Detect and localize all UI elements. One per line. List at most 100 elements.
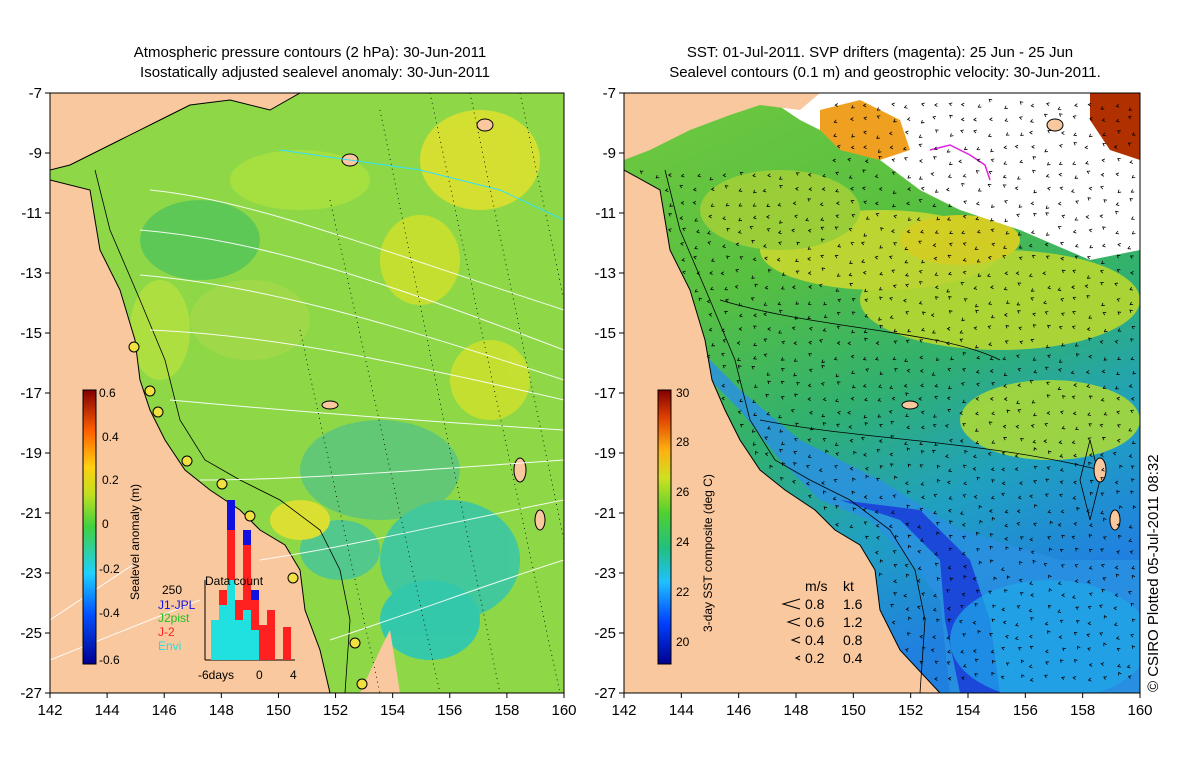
velocity-arrow <box>1062 395 1066 399</box>
sla-tick-0.6: 0.6 <box>99 386 116 400</box>
velocity-arrow <box>906 201 910 206</box>
velocity-arrow <box>1016 509 1021 514</box>
velocity-arrow <box>851 134 855 138</box>
velocity-arrow <box>945 187 950 192</box>
velocity-arrow <box>837 243 842 248</box>
velocity-arrow <box>1047 450 1052 455</box>
velocity-arrow <box>1031 255 1036 259</box>
velocity-arrow <box>1116 490 1120 494</box>
velocity-arrow <box>807 198 812 202</box>
velocity-arrow <box>1044 311 1049 315</box>
velocity-arrow <box>1014 467 1019 472</box>
velocity-arrow <box>1018 204 1023 208</box>
velocity-arrow <box>1060 509 1065 514</box>
velocity-arrow <box>958 619 963 624</box>
velocity-arrow <box>902 146 907 151</box>
velocity-arrow <box>849 260 853 264</box>
right-xtick-label: 158 <box>1070 702 1095 719</box>
velocity-arrow <box>1029 130 1033 135</box>
velocity-arrow <box>1003 313 1008 317</box>
velocity-arrow <box>780 357 785 361</box>
velocity-arrow <box>1085 370 1090 374</box>
velocity-arrow <box>1127 245 1132 250</box>
velocity-arrow <box>1129 309 1133 314</box>
velocity-arrow <box>975 216 980 221</box>
velocity-arrow <box>1032 169 1036 174</box>
velocity-arrow <box>1116 269 1121 273</box>
velocity-arrow <box>880 227 884 231</box>
velocity-arrow <box>905 607 910 612</box>
velocity-arrow <box>822 490 827 495</box>
velocity-arrow <box>875 356 879 361</box>
velocity-arrow <box>781 461 786 466</box>
velocity-arrow <box>988 590 992 595</box>
velocity-arrow <box>1114 480 1119 485</box>
sla-map <box>50 93 564 693</box>
velocity-arrow <box>851 105 855 109</box>
sla-tick-0.4: 0.4 <box>102 430 119 444</box>
velocity-arrow <box>753 342 757 347</box>
velocity-arrow <box>874 255 879 260</box>
velocity-arrow <box>1045 255 1050 260</box>
velocity-arrow <box>920 102 925 107</box>
velocity-arrow <box>1072 269 1077 274</box>
velocity-arrow <box>1130 271 1134 275</box>
velocity-arrow <box>1088 315 1093 319</box>
velocity-arrow <box>1017 409 1022 413</box>
velocity-arrow <box>1046 381 1050 386</box>
velocity-arrow <box>864 337 868 342</box>
velocity-arrow <box>1128 427 1133 432</box>
sst-warm-png <box>820 100 910 160</box>
velocity-arrow <box>977 629 981 634</box>
velocity-arrow <box>739 398 743 403</box>
velocity-arrow <box>1019 592 1024 596</box>
velocity-arrow <box>779 429 783 433</box>
velocity-arrow <box>960 102 965 107</box>
velocity-arrow <box>892 550 897 554</box>
velocity-arrow <box>1057 523 1062 527</box>
velocity-arrow <box>1059 659 1064 663</box>
velocity-arrow <box>894 368 898 372</box>
legend-j1-jpl: J1-JPL <box>158 598 196 612</box>
velocity-arrow <box>905 339 910 344</box>
velocity-arrow <box>979 519 983 524</box>
velocity-arrow <box>975 344 979 349</box>
velocity-arrow <box>935 129 939 133</box>
velocity-arrow <box>973 286 978 290</box>
velocity-arrow <box>1100 476 1105 481</box>
velocity-arrow <box>876 536 880 540</box>
velocity-arrow <box>1019 561 1023 565</box>
velocity-arrow <box>1102 132 1107 137</box>
velocity-arrow <box>892 356 897 361</box>
velocity-arrow <box>1046 466 1051 470</box>
velocity-arrow <box>1014 453 1019 458</box>
velocity-arrow <box>1119 505 1123 510</box>
velocity-arrow <box>987 325 992 329</box>
sst-colorbar-label: 3-day SST composite (deg C) <box>701 474 715 632</box>
velocity-arrow <box>707 241 712 245</box>
velocity-arrow <box>668 213 672 217</box>
velocity-arrow <box>1046 394 1051 398</box>
velocity-arrow <box>849 438 854 443</box>
velocity-arrow <box>1089 523 1093 528</box>
sst-tick-26: 26 <box>676 485 690 499</box>
velocity-arrow <box>1047 130 1051 134</box>
velocity-arrow <box>794 393 798 398</box>
velocity-arrow <box>987 183 992 188</box>
velocity-arrow <box>961 182 965 187</box>
velocity-arrow <box>864 298 869 303</box>
velocity-arrow <box>891 158 896 162</box>
velocity-arrow <box>917 524 921 529</box>
data-count-xlabel-end: 4 <box>290 668 297 682</box>
velocity-arrow <box>947 508 952 513</box>
velocity-arrow <box>848 425 852 429</box>
velocity-arrow <box>1101 118 1106 122</box>
velocity-arrow <box>1088 133 1093 138</box>
velocity-arrow <box>1116 424 1121 428</box>
velocity-arrow <box>1057 287 1062 291</box>
velocity-arrow <box>905 522 910 527</box>
right-title-line1: SST: 01-Jul-2011. SVP drifters (magenta)… <box>686 44 1074 61</box>
velocity-arrow <box>1130 478 1135 482</box>
left-ytick-label: -13 <box>20 265 42 282</box>
velocity-arrow <box>1128 384 1133 388</box>
